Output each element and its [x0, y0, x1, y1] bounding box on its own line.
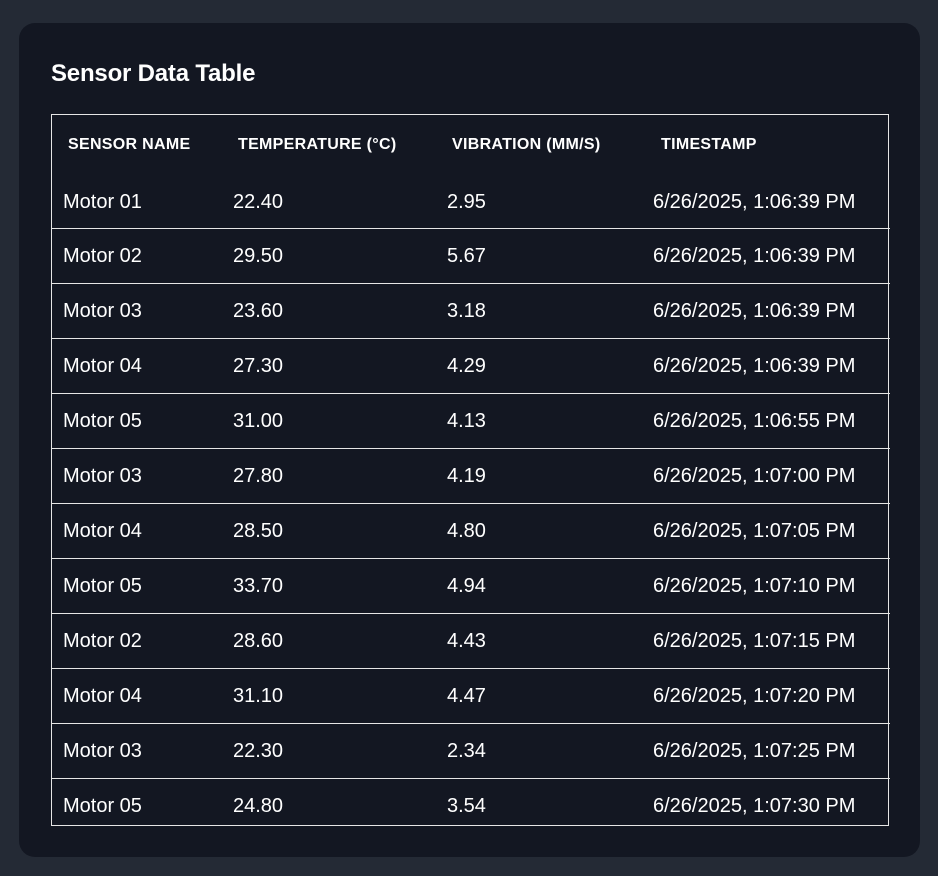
cell-timestamp: 6/26/2025, 1:07:00 PM — [653, 448, 890, 504]
cell-sensor-name: Motor 01 — [63, 190, 142, 213]
sensor-data-card: Sensor Data Table Sensor Name Temperatur… — [19, 23, 920, 857]
table-row: Motor 04 31.10 4.47 6/26/2025, 1:07:20 P… — [52, 668, 890, 724]
cell-timestamp: 6/26/2025, 1:07:05 PM — [653, 503, 890, 559]
cell-vibration: 4.13 — [447, 393, 653, 449]
cell-timestamp: 6/26/2025, 1:06:39 PM — [653, 338, 890, 394]
cell-sensor-name: Motor 03 — [52, 723, 233, 779]
cell-timestamp: 6/26/2025, 1:06:39 PM — [653, 190, 856, 213]
header-timestamp: Timestamp — [661, 135, 757, 153]
cell-temperature: 33.70 — [233, 558, 447, 614]
table-body: Motor 01 22.40 2.95 6/26/2025, 1:06:39 P… — [52, 176, 890, 833]
cell-vibration: 3.54 — [447, 778, 653, 833]
table-row: Motor 03 23.60 3.18 6/26/2025, 1:06:39 P… — [52, 283, 890, 339]
header-row: Sensor Name Temperature (°C) Vibration (… — [52, 115, 890, 176]
cell-sensor-name: Motor 04 — [52, 338, 233, 394]
table-row: Motor 03 22.30 2.34 6/26/2025, 1:07:25 P… — [52, 723, 890, 779]
cell-sensor-name: Motor 03 — [52, 283, 233, 339]
cell-vibration: 2.95 — [447, 190, 486, 213]
cell-vibration: 4.29 — [447, 338, 653, 394]
cell-vibration: 4.47 — [447, 668, 653, 724]
cell-temperature: 24.80 — [233, 778, 447, 833]
header-temperature: Temperature (°C) — [238, 135, 397, 153]
cell-temperature: 29.50 — [233, 228, 447, 284]
cell-temperature: 22.40 — [233, 190, 284, 213]
cell-sensor-name: Motor 02 — [52, 228, 233, 284]
cell-sensor-name: Motor 05 — [52, 778, 233, 833]
cell-temperature: 31.00 — [233, 393, 447, 449]
table-row: Motor 03 27.80 4.19 6/26/2025, 1:07:00 P… — [52, 448, 890, 504]
cell-timestamp: 6/26/2025, 1:07:25 PM — [653, 723, 890, 779]
cell-temperature: 27.80 — [233, 448, 447, 504]
cell-timestamp: 6/26/2025, 1:06:55 PM — [653, 393, 890, 449]
sensor-data-table: Sensor Name Temperature (°C) Vibration (… — [52, 115, 890, 833]
cell-vibration: 4.94 — [447, 558, 653, 614]
table-row: Motor 05 33.70 4.94 6/26/2025, 1:07:10 P… — [52, 558, 890, 614]
table-row: Motor 05 24.80 3.54 6/26/2025, 1:07:30 P… — [52, 778, 890, 833]
sensor-data-table-container: Sensor Name Temperature (°C) Vibration (… — [51, 114, 890, 833]
cell-vibration: 2.34 — [447, 723, 653, 779]
cell-temperature: 27.30 — [233, 338, 447, 394]
cell-timestamp: 6/26/2025, 1:07:10 PM — [653, 558, 890, 614]
table-row: Motor 02 28.60 4.43 6/26/2025, 1:07:15 P… — [52, 613, 890, 669]
cell-sensor-name: Motor 05 — [52, 393, 233, 449]
table-row: Motor 01 22.40 2.95 6/26/2025, 1:06:39 P… — [52, 176, 890, 229]
cell-timestamp: 6/26/2025, 1:06:39 PM — [653, 283, 890, 339]
cell-sensor-name: Motor 04 — [52, 503, 233, 559]
cell-temperature: 31.10 — [233, 668, 447, 724]
cell-timestamp: 6/26/2025, 1:07:15 PM — [653, 613, 890, 669]
cell-timestamp: 6/26/2025, 1:07:20 PM — [653, 668, 890, 724]
cell-temperature: 22.30 — [233, 723, 447, 779]
cell-vibration: 4.43 — [447, 613, 653, 669]
cell-vibration: 3.18 — [447, 283, 653, 339]
cell-temperature: 28.50 — [233, 503, 447, 559]
table-row: Motor 04 28.50 4.80 6/26/2025, 1:07:05 P… — [52, 503, 890, 559]
table-row: Motor 05 31.00 4.13 6/26/2025, 1:06:55 P… — [52, 393, 890, 449]
cell-sensor-name: Motor 04 — [52, 668, 233, 724]
cell-temperature: 28.60 — [233, 613, 447, 669]
card-title: Sensor Data Table — [51, 60, 256, 87]
header-vibration: Vibration (mm/s) — [452, 135, 601, 153]
cell-temperature: 23.60 — [233, 283, 447, 339]
cell-vibration: 4.19 — [447, 448, 653, 504]
cell-timestamp: 6/26/2025, 1:07:30 PM — [653, 778, 890, 833]
cell-timestamp: 6/26/2025, 1:06:39 PM — [653, 228, 890, 284]
cell-sensor-name: Motor 03 — [52, 448, 233, 504]
cell-vibration: 5.67 — [447, 228, 653, 284]
header-sensor-name: Sensor Name — [68, 135, 191, 153]
cell-sensor-name: Motor 05 — [52, 558, 233, 614]
table-row: Motor 04 27.30 4.29 6/26/2025, 1:06:39 P… — [52, 338, 890, 394]
cell-vibration: 4.80 — [447, 503, 653, 559]
table-row: Motor 02 29.50 5.67 6/26/2025, 1:06:39 P… — [52, 228, 890, 284]
cell-sensor-name: Motor 02 — [52, 613, 233, 669]
table-header: Sensor Name Temperature (°C) Vibration (… — [52, 115, 890, 176]
